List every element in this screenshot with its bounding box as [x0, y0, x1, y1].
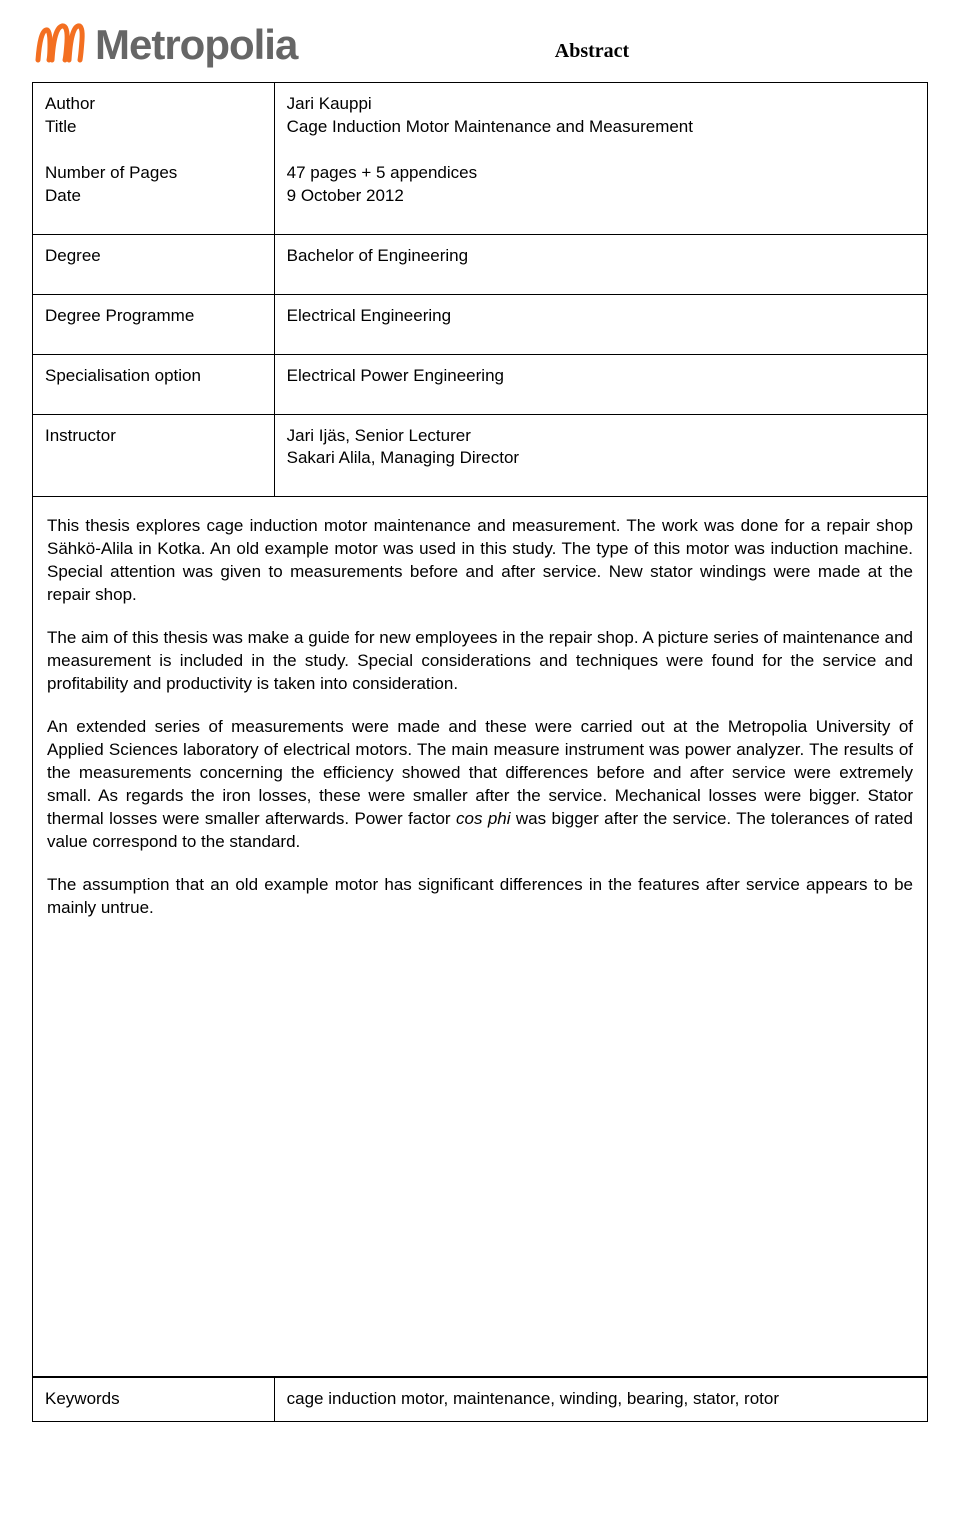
abstract-heading: Abstract	[405, 28, 778, 63]
header-row: Metropolia Abstract	[32, 20, 928, 70]
meta-label-cell: Degree	[33, 234, 275, 294]
meta-label-cell: Specialisation option	[33, 354, 275, 414]
meta-label-cell: Degree Programme	[33, 294, 275, 354]
meta-label-cell: Instructor	[33, 414, 275, 497]
abstract-paragraph: This thesis explores cage induction moto…	[47, 515, 913, 607]
abstract-paragraph: The aim of this thesis was make a guide …	[47, 627, 913, 696]
table-row: Instructor Jari Ijäs, Senior Lecturer Sa…	[33, 414, 928, 497]
keywords-value: cage induction motor, maintenance, windi…	[287, 1389, 779, 1408]
meta-value: Bachelor of Engineering	[287, 246, 468, 265]
table-row: Specialisation option Electrical Power E…	[33, 354, 928, 414]
meta-value: 47 pages + 5 appendices	[287, 163, 477, 182]
meta-label: Degree Programme	[45, 306, 194, 325]
meta-value-cell: Electrical Engineering	[274, 294, 927, 354]
keywords-value-cell: cage induction motor, maintenance, windi…	[274, 1378, 927, 1422]
logo-text: Metropolia	[95, 21, 297, 69]
meta-label: Degree	[45, 246, 101, 265]
table-row: Degree Bachelor of Engineering	[33, 234, 928, 294]
meta-value: Sakari Alila, Managing Director	[287, 448, 519, 467]
keywords-label: Keywords	[45, 1389, 120, 1408]
table-row: Degree Programme Electrical Engineering	[33, 294, 928, 354]
table-row: Author Title Number of Pages Date Jari K…	[33, 83, 928, 235]
meta-value-cell: Electrical Power Engineering	[274, 354, 927, 414]
meta-label: Specialisation option	[45, 366, 201, 385]
meta-value: Jari Ijäs, Senior Lecturer	[287, 426, 471, 445]
meta-value-cell: Jari Kauppi Cage Induction Motor Mainten…	[274, 83, 927, 235]
page: Metropolia Abstract Author Title Number …	[0, 0, 960, 1454]
abstract-body: This thesis explores cage induction moto…	[32, 497, 928, 1377]
meta-value: Electrical Engineering	[287, 306, 451, 325]
meta-value: Cage Induction Motor Maintenance and Mea…	[287, 117, 693, 136]
meta-label: Number of Pages	[45, 163, 177, 182]
meta-label: Instructor	[45, 426, 116, 445]
meta-value-cell: Bachelor of Engineering	[274, 234, 927, 294]
abstract-paragraph: An extended series of measurements were …	[47, 716, 913, 854]
metadata-table: Author Title Number of Pages Date Jari K…	[32, 82, 928, 497]
logo-area: Metropolia	[32, 20, 405, 70]
meta-value: Electrical Power Engineering	[287, 366, 504, 385]
table-row: Keywords cage induction motor, maintenan…	[33, 1378, 928, 1422]
meta-label: Title	[45, 117, 77, 136]
meta-value: 9 October 2012	[287, 186, 404, 205]
abstract-paragraph: The assumption that an old example motor…	[47, 874, 913, 920]
abstract-italic: cos phi	[456, 809, 511, 828]
meta-value: Jari Kauppi	[287, 94, 372, 113]
keywords-label-cell: Keywords	[33, 1378, 275, 1422]
meta-label-cell: Author Title Number of Pages Date	[33, 83, 275, 235]
meta-label: Author	[45, 94, 95, 113]
meta-label: Date	[45, 186, 81, 205]
keywords-table: Keywords cage induction motor, maintenan…	[32, 1377, 928, 1422]
meta-value-cell: Jari Ijäs, Senior Lecturer Sakari Alila,…	[274, 414, 927, 497]
logo-icon	[32, 20, 87, 70]
